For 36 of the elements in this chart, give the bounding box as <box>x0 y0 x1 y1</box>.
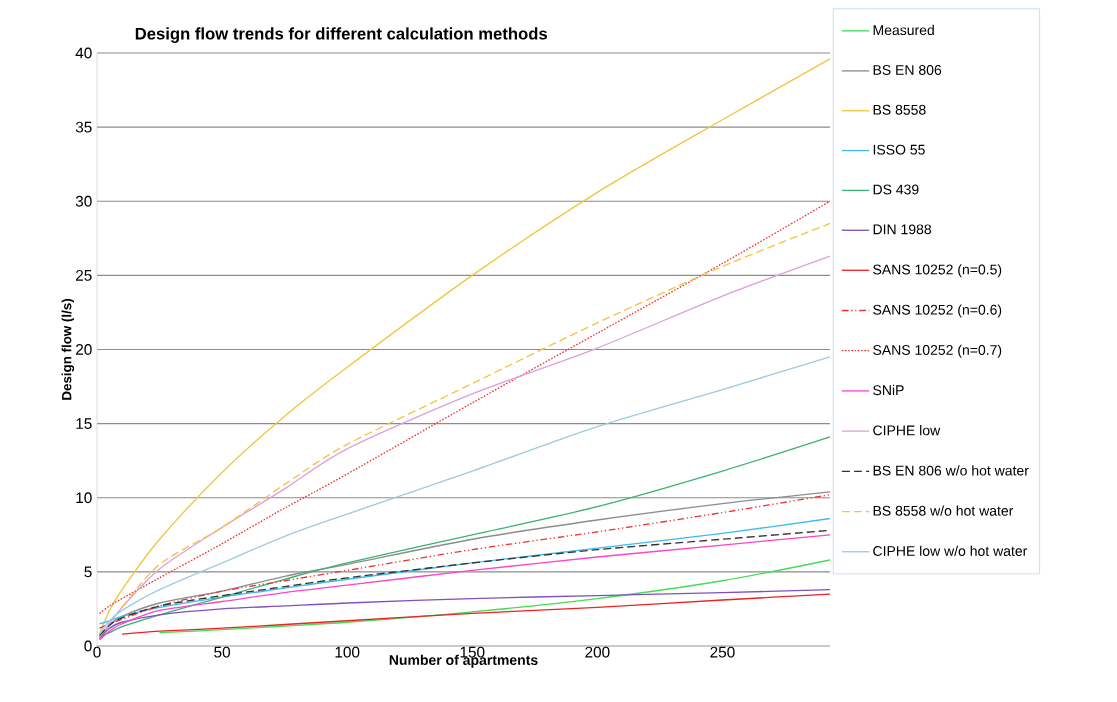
legend-label: BS EN 806 w/o hot water <box>873 465 1029 476</box>
y-tick-label: 25 <box>76 269 92 281</box>
legend-label: SANS 10252 (n=0.7) <box>873 344 1002 358</box>
legend-label: DIN 1988 <box>873 224 932 235</box>
line-series <box>98 255 831 638</box>
line-series <box>98 58 831 635</box>
legend-label: CIPHE low <box>873 425 941 436</box>
legend-label: CIPHE low w/o hot water <box>873 545 1028 556</box>
legend-label: DS 439 <box>873 184 919 195</box>
y-tick-label: 5 <box>84 566 92 578</box>
legend-label: ISSO 55 <box>873 144 925 155</box>
line-series <box>98 356 831 635</box>
legend-label: SANS 10252 (n=0.5) <box>873 264 1002 278</box>
line-series <box>98 517 831 625</box>
legend-label: SANS 10252 (n=0.6) <box>873 304 1002 318</box>
legend-label: BS EN 806 <box>873 65 942 75</box>
line-series <box>158 559 831 634</box>
y-tick-label: 30 <box>75 195 92 207</box>
legend-label: BS 8558 <box>873 104 926 115</box>
legend-label: SNiP <box>873 384 904 396</box>
legend-label: BS 8558 w/o hot water <box>873 505 1014 516</box>
y-axis-title: Design flow (l/s) <box>61 299 75 400</box>
line-series <box>98 588 831 640</box>
y-tick-label: 15 <box>76 418 92 429</box>
chart-title: Design flow trends for different calculation methods <box>135 27 548 43</box>
y-tick-label: 10 <box>76 492 92 504</box>
x-tick-label: 0 <box>93 646 101 658</box>
y-tick-label: 40 <box>75 47 92 59</box>
x-tick-label: 250 <box>710 646 735 658</box>
x-tick-label: 200 <box>585 646 610 658</box>
line-series <box>121 593 831 635</box>
legend-label: Measured <box>873 24 934 36</box>
y-tick-label: 35 <box>75 121 92 133</box>
y-tick-label: 20 <box>76 344 92 355</box>
x-tick-label: 50 <box>214 646 231 658</box>
x-tick-label: 100 <box>335 646 360 658</box>
